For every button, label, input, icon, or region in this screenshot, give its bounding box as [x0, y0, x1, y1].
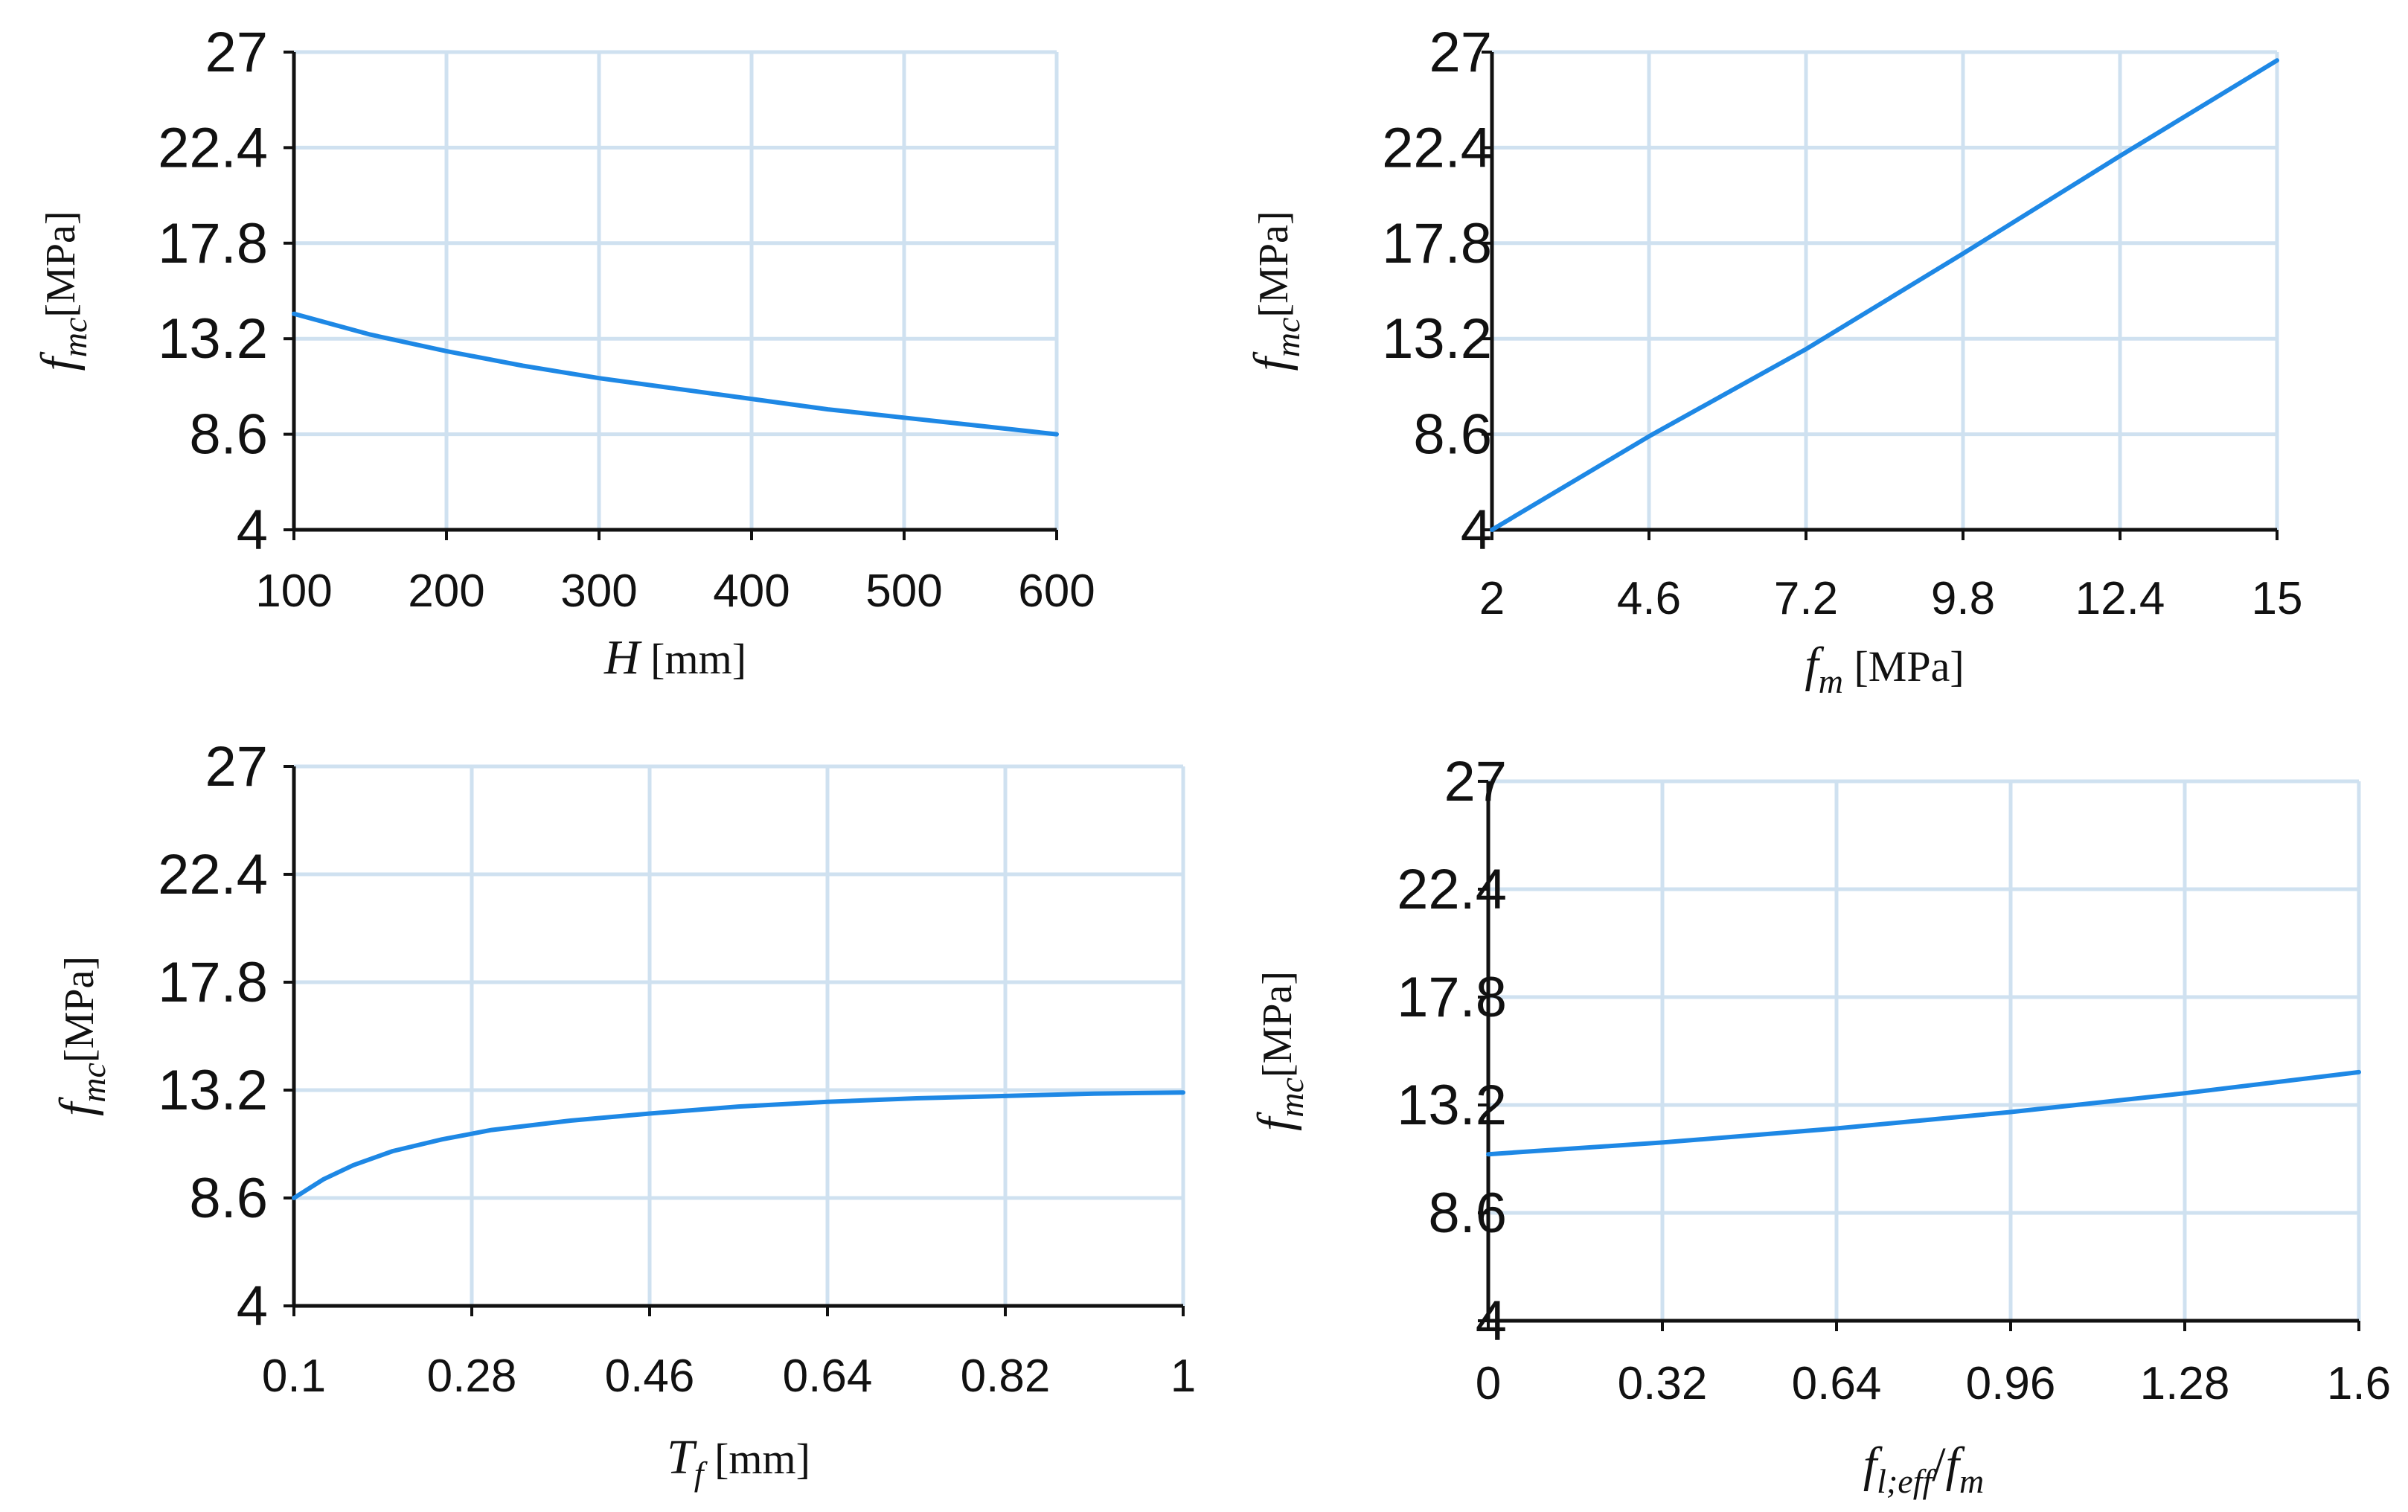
- y-tick-label: 8.6: [189, 403, 268, 467]
- x-tick-label: 500: [865, 566, 942, 617]
- x-axis-title: fm [MPa]: [1805, 638, 1964, 700]
- x-axis-title: fl;eff/fm: [1863, 1438, 1984, 1500]
- y-axis-unit: [MPa]: [1255, 971, 1301, 1077]
- y-axis-subscript: mc: [1269, 318, 1307, 358]
- y-axis-subscript: mc: [1272, 1077, 1310, 1118]
- chart-panel-fleff: 4 8.6 13.2 17.8 22.4 27 0 0.32 0.64 0.96 1.28 1.6 fl…: [1248, 750, 2391, 1500]
- x-axis-title: Tf [mm]: [667, 1430, 810, 1493]
- x-tick-label: 7.2: [1774, 573, 1838, 624]
- x-tick-label: 0.28: [427, 1351, 517, 1402]
- y-axis-title: fmc[MPa]: [1248, 971, 1310, 1131]
- y-tick-label: 13.2: [158, 1059, 268, 1122]
- chart-panel-h: 4 8.6 13.2 17.8 22.4 27 100 200 300 400 500 600 H [m…: [31, 21, 1095, 685]
- y-tick-label: 4: [1461, 499, 1492, 562]
- x-tick-label: 9.8: [1931, 573, 1995, 624]
- x-tick-label: 0.46: [605, 1351, 695, 1402]
- y-tick-label: 27: [1429, 21, 1492, 84]
- x-axis-subscript: l;eff: [1877, 1462, 1936, 1500]
- y-axis-unit: [MPa]: [38, 211, 84, 317]
- y-tick-label: 8.6: [1428, 1182, 1507, 1245]
- x-axis-unit: [MPa]: [1843, 642, 1964, 691]
- y-tick-label: 8.6: [1413, 403, 1492, 467]
- y-tick-label: 13.2: [158, 307, 268, 371]
- x-tick-label: 0.32: [1618, 1358, 1708, 1409]
- x-axis-subscript-2: m: [1959, 1462, 1984, 1500]
- y-tick-label: 22.4: [158, 843, 268, 906]
- y-tick-label: 17.8: [1397, 966, 1507, 1029]
- x-axis-variable: T: [667, 1430, 697, 1484]
- x-tick-label: 15: [2252, 573, 2303, 624]
- y-tick-label: 27: [205, 21, 268, 84]
- y-axis-subscript: mc: [74, 1063, 112, 1103]
- y-tick-label: 4: [1476, 1290, 1507, 1353]
- x-tick-label: 0.96: [1966, 1358, 2056, 1409]
- chart-panel-fm: 4 8.6 13.2 17.8 22.4 27 2 4.6 7.2 9.8 12.4 15 fm [MP…: [1244, 21, 2302, 700]
- y-tick-label: 13.2: [1397, 1074, 1507, 1137]
- y-axis-title: fmc[MPa]: [31, 211, 94, 371]
- x-tick-label: 0.82: [961, 1351, 1051, 1402]
- chart-panel-tf: 4 8.6 13.2 17.8 22.4 27 0.1 0.28 0.46 0.64 0.82 1 Tf…: [50, 735, 1196, 1493]
- x-axis-slash: /: [1932, 1438, 1946, 1492]
- y-axis-unit: [MPa]: [57, 956, 103, 1063]
- x-axis-title: H [mm]: [603, 630, 746, 685]
- y-tick-label: 22.4: [1397, 858, 1507, 921]
- y-tick-label: 8.6: [189, 1167, 268, 1230]
- x-tick-label: 0.64: [1792, 1358, 1882, 1409]
- x-axis-variable: H: [603, 630, 642, 685]
- y-tick-label: 17.8: [158, 951, 268, 1014]
- x-axis-unit: [mm]: [640, 635, 746, 683]
- series-line-fmc: [1490, 58, 2279, 532]
- y-axis-title: fmc[MPa]: [50, 956, 112, 1116]
- x-tick-label: 4.6: [1617, 573, 1681, 624]
- x-tick-label: 400: [713, 566, 790, 617]
- y-tick-label: 4: [237, 499, 268, 562]
- y-tick-label: 27: [1444, 750, 1507, 813]
- series-line-fmc: [292, 311, 1059, 437]
- x-tick-label: 1.6: [2327, 1358, 2391, 1409]
- x-tick-label: 12.4: [2075, 573, 2165, 624]
- x-axis-subscript: m: [1819, 662, 1843, 700]
- y-axis-title: fmc[MPa]: [1244, 211, 1307, 371]
- y-tick-label: 22.4: [158, 116, 268, 179]
- x-tick-label: 0.1: [262, 1351, 326, 1402]
- y-tick-label: 27: [205, 735, 268, 798]
- series-line-fmc: [292, 1090, 1185, 1200]
- x-tick-label: 0.64: [783, 1351, 873, 1402]
- x-tick-label: 0: [1476, 1358, 1501, 1409]
- y-tick-label: 22.4: [1382, 116, 1492, 179]
- y-tick-label: 17.8: [1382, 212, 1492, 275]
- y-axis-unit: [MPa]: [1251, 211, 1297, 317]
- x-tick-label: 600: [1018, 566, 1095, 617]
- x-tick-label: 1: [1171, 1351, 1196, 1402]
- y-tick-label: 13.2: [1382, 307, 1492, 371]
- y-axis-subscript: mc: [56, 318, 94, 358]
- x-tick-label: 100: [255, 566, 332, 617]
- x-tick-label: 1.28: [2140, 1358, 2230, 1409]
- x-axis-unit: [mm]: [704, 1435, 810, 1483]
- y-tick-label: 17.8: [158, 212, 268, 275]
- x-tick-label: 2: [1479, 573, 1505, 624]
- series-line-fmc: [1486, 1069, 2361, 1157]
- x-tick-label: 200: [408, 566, 484, 617]
- x-tick-label: 300: [560, 566, 637, 617]
- y-tick-label: 4: [237, 1275, 268, 1338]
